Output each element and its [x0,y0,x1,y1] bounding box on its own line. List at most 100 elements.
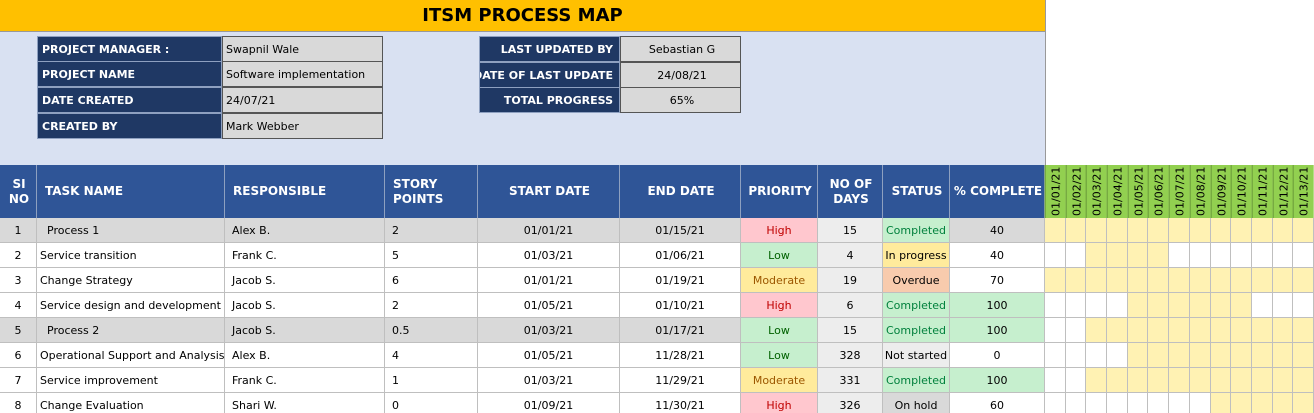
column-header: % COMPLETE [950,165,1045,218]
gantt-cell [1251,343,1273,368]
gantt-cell [1189,318,1211,343]
table-cell: Not started [883,343,950,368]
gantt-cell [1169,393,1190,413]
gantt-cell [1272,218,1294,243]
gantt-cell [1293,393,1314,413]
update-label: LAST UPDATED BY [479,36,620,62]
table-cell: 328 [818,343,883,368]
gantt-cell [1189,293,1211,318]
table-cell: 4 [0,293,37,318]
info-label: PROJECT NAME [37,61,222,87]
table-cell: Operational Support and Analysis [37,343,225,368]
column-header: END DATE [620,165,741,218]
column-header: STATUS [883,165,950,218]
gantt-cell [1293,243,1314,268]
gantt-cell [1272,318,1294,343]
table-cell: High [741,393,818,413]
gantt-cell [1169,293,1190,318]
table-cell: Change Strategy [37,268,225,293]
gantt-cell [1231,243,1252,268]
gantt-cell [1251,293,1273,318]
update-value: Sebastian G [620,36,741,62]
gantt-cell [1210,368,1232,393]
table-cell: 100 [950,318,1045,343]
info-value: Swapnil Wale [222,36,383,62]
table-cell: 2 [0,243,37,268]
info-value: 24/07/21 [222,87,383,113]
gantt-cell [1272,343,1294,368]
gantt-cell [1293,318,1314,343]
table-cell: Completed [883,318,950,343]
gantt-cell [1107,293,1128,318]
column-header: SI NO [0,165,37,218]
gantt-cell [1231,318,1252,343]
gantt-cell [1086,268,1108,293]
table-cell: Jacob S. [225,268,385,293]
table-cell: 6 [385,268,478,293]
gantt-cell [1293,343,1314,368]
table-cell: 19 [818,268,883,293]
gantt-cell [1127,293,1149,318]
gantt-cell [1169,368,1190,393]
gantt-cell [1148,218,1170,243]
table-cell: 11/28/21 [620,343,741,368]
info-label: CREATED BY [37,113,222,139]
gantt-cell [1045,218,1066,243]
gantt-cell [1251,218,1273,243]
gantt-cell [1045,343,1066,368]
table-cell: 2 [385,293,478,318]
column-header: TASK NAME [37,165,225,218]
table-cell: 2 [385,218,478,243]
gantt-date: 01/07/21 [1169,165,1190,218]
gantt-cell [1169,343,1190,368]
table-cell: 100 [950,368,1045,393]
gantt-cell [1127,368,1149,393]
gantt-cell [1045,293,1066,318]
gantt-date: 01/06/21 [1148,165,1170,218]
gantt-cell [1210,293,1232,318]
gantt-cell [1086,393,1108,413]
table-cell: Frank C. [225,243,385,268]
gantt-cell [1293,293,1314,318]
gantt-cell [1065,293,1087,318]
gantt-cell [1086,243,1108,268]
table-cell: Alex B. [225,218,385,243]
table-cell: 01/17/21 [620,318,741,343]
table-cell: 01/03/21 [478,318,620,343]
table-cell: Service design and development [37,293,225,318]
gantt-cell [1148,343,1170,368]
table-cell: Moderate [741,268,818,293]
table-cell: 0 [950,343,1045,368]
table-cell: 326 [818,393,883,413]
gantt-cell [1272,293,1294,318]
gantt-cell [1107,393,1128,413]
table-cell: 60 [950,393,1045,413]
gantt-cell [1231,293,1252,318]
table-cell: In progress [883,243,950,268]
title-bar: ITSM PROCESS MAP [0,0,1045,32]
table-cell: 15 [818,218,883,243]
table-cell: High [741,293,818,318]
gantt-cell [1127,218,1149,243]
gantt-cell [1107,318,1128,343]
table-cell: 8 [0,393,37,413]
gantt-cell [1189,343,1211,368]
gantt-cell [1065,368,1087,393]
table-cell: Jacob S. [225,318,385,343]
gantt-cell [1189,218,1211,243]
gantt-cell [1231,393,1252,413]
gantt-cell [1127,243,1149,268]
gantt-cell [1210,243,1232,268]
gantt-cell [1065,393,1087,413]
update-value: 24/08/21 [620,62,741,88]
table-cell: 7 [0,368,37,393]
gantt-cell [1210,268,1232,293]
update-label: TOTAL PROGRESS [479,87,620,113]
update-value: 65% [620,87,741,113]
gantt-cell [1231,343,1252,368]
gantt-cell [1231,268,1252,293]
gantt-cell [1107,268,1128,293]
gantt-cell [1086,293,1108,318]
table-cell: Low [741,243,818,268]
gantt-cell [1210,218,1232,243]
